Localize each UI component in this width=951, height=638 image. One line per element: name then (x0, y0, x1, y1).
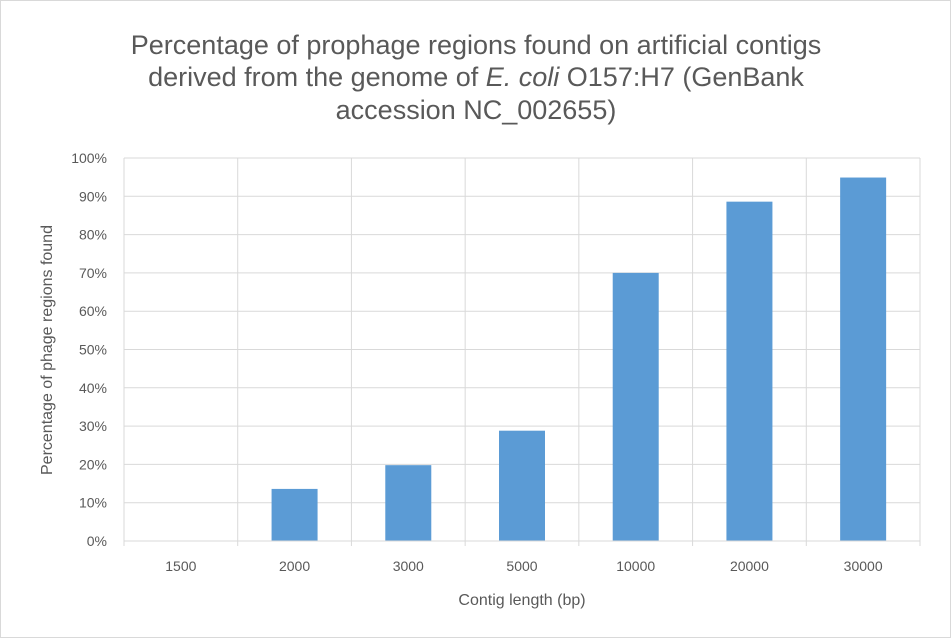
axes: 0% 10% 20% 30% 40% 50% 60% 70% 80% 90% 100% 1500 200… (71, 150, 921, 574)
y-tick-label: 0% (87, 533, 107, 549)
x-tick-label: 30000 (844, 558, 883, 574)
bar-5000 (499, 430, 545, 541)
bar-30000 (840, 177, 887, 541)
bar-3000 (385, 465, 432, 541)
y-tick-label: 100% (71, 150, 107, 166)
bar-20000 (726, 201, 773, 542)
y-tick-label: 40% (79, 380, 107, 396)
y-tick-label: 70% (79, 265, 107, 281)
y-tick-label: 50% (79, 342, 107, 358)
chart-title-line-2: derived from the genome of E. coli O157:… (148, 62, 804, 92)
bar-2000 (271, 488, 318, 541)
y-tick-label: 10% (79, 495, 107, 511)
chart-title-line-2-prefix: derived from the genome of (148, 62, 486, 92)
x-tick-label: 1500 (165, 558, 196, 574)
chart-title-species: E. coli (486, 62, 561, 92)
y-tick-label: 90% (79, 188, 107, 204)
x-axis-label: Contig length (bp) (458, 592, 585, 609)
bar-10000 (612, 272, 659, 541)
chart-title-line-1: Percentage of prophage regions found on … (131, 30, 821, 60)
y-tick-label: 80% (79, 227, 107, 243)
gridlines (123, 157, 921, 541)
x-tick-label: 20000 (730, 558, 769, 574)
y-tick-label: 60% (79, 303, 107, 319)
x-tick-label: 5000 (506, 558, 537, 574)
x-tick-label: 10000 (616, 558, 655, 574)
bars (271, 177, 887, 542)
y-tick-label: 20% (79, 456, 107, 472)
chart-title-line-2-suffix: O157:H7 (GenBank (559, 62, 804, 92)
y-axis-label: Percentage of phage regions found (39, 225, 56, 475)
chart-title-line-3: accession NC_002655) (336, 95, 617, 125)
x-tick-label: 2000 (279, 558, 310, 574)
x-tick-label: 3000 (393, 558, 424, 574)
y-tick-label: 30% (79, 418, 107, 434)
